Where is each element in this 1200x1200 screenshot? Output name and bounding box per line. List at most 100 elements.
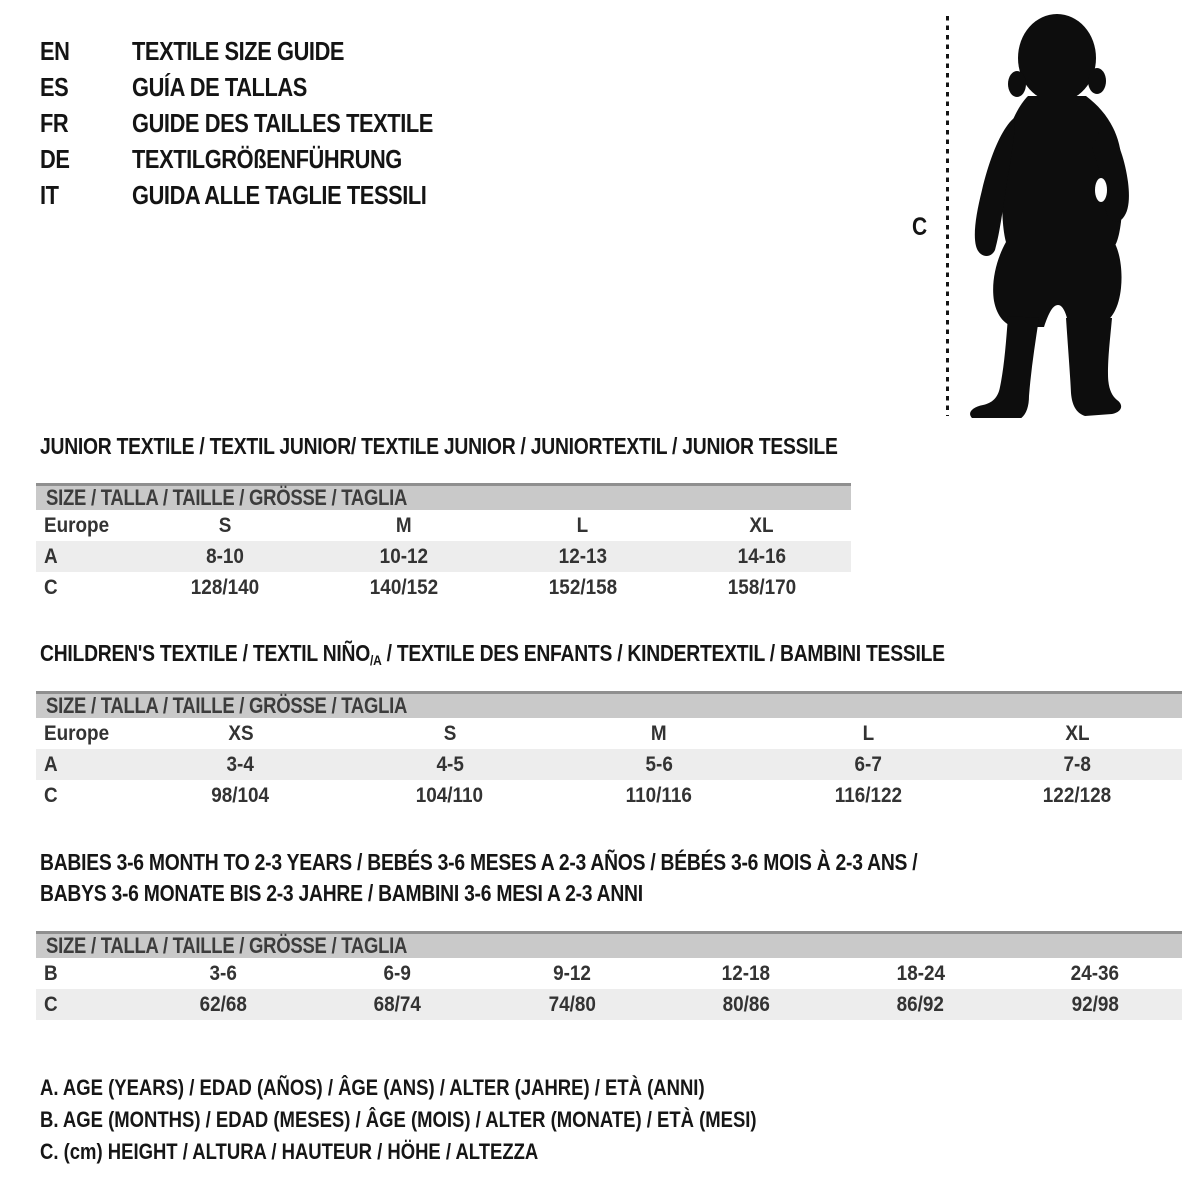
language-code: EN [40, 33, 132, 69]
height-cell: 74/80 [548, 992, 596, 1016]
row-label: Europe [44, 721, 110, 745]
language-row-en: EN TEXTILE SIZE GUIDE [40, 33, 490, 69]
junior-size-table: SIZE / TALLA / TAILLE / GRÖSSE / TAGLIA … [36, 483, 851, 603]
language-row-it: IT GUIDA ALLE TAGLIE TESSILI [40, 177, 490, 213]
legend-line-b: B. AGE (MONTHS) / EDAD (MESES) / ÂGE (MO… [40, 1107, 757, 1132]
size-cell: L [577, 513, 589, 537]
table-row-months: B 3-6 6-9 9-12 12-18 18-24 24-36 [36, 958, 1182, 989]
height-measure-label: C [912, 213, 930, 242]
row-label: Europe [44, 513, 110, 537]
language-code-text: FR [40, 108, 69, 138]
language-code: FR [40, 105, 132, 141]
height-cell: 158/170 [727, 575, 796, 599]
silhouette-hand-gap [1095, 178, 1107, 202]
size-cell: S [443, 721, 457, 745]
row-label: C [44, 992, 58, 1016]
babies-table-header: SIZE / TALLA / TAILLE / GRÖSSE / TAGLIA [36, 931, 1182, 958]
months-cell: 3-6 [209, 961, 237, 985]
height-cell: 116/122 [834, 783, 902, 807]
language-title-text: TEXTILE SIZE GUIDE [132, 36, 345, 66]
months-cell: 12-18 [721, 961, 771, 985]
language-code-text: EN [40, 36, 70, 66]
children-title-post: / TEXTILE DES ENFANTS / KINDERTEXTIL / B… [381, 640, 945, 666]
silhouette-left-arm [974, 118, 1015, 256]
table-row-age: A 8-10 10-12 12-13 14-16 [36, 541, 851, 572]
row-label: B [44, 961, 58, 985]
size-cell: S [219, 513, 232, 537]
height-cell: 122/128 [1043, 783, 1112, 807]
months-cell: 9-12 [552, 961, 591, 985]
row-label: C [44, 783, 58, 807]
language-code: IT [40, 177, 132, 213]
table-row-age: A 3-4 4-5 5-6 6-7 7-8 [36, 749, 1182, 780]
language-row-de: DE TEXTILGRÖßENFÜHRUNG [40, 141, 490, 177]
size-cell: XL [1065, 721, 1090, 745]
language-title: GUIDE DES TAILLES TEXTILE [132, 108, 490, 138]
children-section-title-text: CHILDREN'S TEXTILE / TEXTIL NIÑO/A / TEX… [40, 640, 945, 669]
height-cell: 92/98 [1071, 992, 1119, 1016]
babies-section-title: BABIES 3-6 MONTH TO 2-3 YEARS / BEBÉS 3-… [40, 847, 1085, 909]
age-cell: 4-5 [436, 752, 464, 776]
silhouette-right-leg [1066, 318, 1122, 416]
row-label: A [44, 544, 58, 568]
age-cell: 12-13 [558, 544, 608, 568]
language-row-es: ES GUÍA DE TALLAS [40, 69, 490, 105]
language-title: TEXTILE SIZE GUIDE [132, 36, 384, 66]
language-code-text: ES [40, 72, 69, 102]
silhouette-shapes [970, 14, 1129, 418]
silhouette-head [1018, 14, 1096, 102]
babies-title-line1: BABIES 3-6 MONTH TO 2-3 YEARS / BEBÉS 3-… [40, 849, 918, 875]
language-title: TEXTILGRÖßENFÜHRUNG [132, 144, 453, 174]
height-cell: 152/158 [548, 575, 618, 599]
junior-section-title-text: JUNIOR TEXTILE / TEXTIL JUNIOR/ TEXTILE … [40, 433, 838, 459]
language-title-list: EN TEXTILE SIZE GUIDE ES GUÍA DE TALLAS FR… [40, 33, 490, 213]
children-table-header: SIZE / TALLA / TAILLE / GRÖSSE / TAGLIA [36, 691, 1182, 718]
legend: A. AGE (YEARS) / EDAD (AÑOS) / ÂGE (ANS)… [40, 1072, 893, 1168]
legend-line-c: C. (cm) HEIGHT / ALTURA / HAUTEUR / HÖHE… [40, 1139, 539, 1164]
age-cell: 6-7 [854, 752, 882, 776]
table-row-europe: Europe XS S M L XL [36, 718, 1182, 749]
children-size-table: SIZE / TALLA / TAILLE / GRÖSSE / TAGLIA … [36, 691, 1182, 811]
height-cell: 80/86 [722, 992, 770, 1016]
size-header-text: SIZE / TALLA / TAILLE / GRÖSSE / TAGLIA [46, 485, 408, 510]
months-cell: 6-9 [383, 961, 412, 985]
size-header-text: SIZE / TALLA / TAILLE / GRÖSSE / TAGLIA [46, 693, 408, 718]
height-dashed-line [946, 16, 949, 416]
silhouette-torso [1002, 96, 1124, 249]
size-header-text: SIZE / TALLA / TAILLE / GRÖSSE / TAGLIA [46, 933, 408, 958]
children-title-pre: CHILDREN'S TEXTILE / TEXTIL NIÑO [40, 640, 371, 666]
silhouette-right-arm [1092, 120, 1129, 222]
height-cell: 104/110 [416, 783, 484, 807]
age-cell: 3-4 [226, 752, 255, 776]
size-cell: M [396, 513, 412, 537]
size-cell: M [651, 721, 667, 745]
language-title-text: GUIDE DES TAILLES TEXTILE [132, 108, 433, 138]
months-cell: 18-24 [896, 961, 945, 985]
height-cell: 98/104 [211, 783, 270, 807]
children-title-sub: /A [370, 652, 382, 669]
age-cell: 8-10 [206, 544, 245, 568]
height-cell: 128/140 [191, 575, 260, 599]
height-measure-label-text: C [912, 213, 928, 241]
junior-section-title: JUNIOR TEXTILE / TEXTIL JUNIOR/ TEXTILE … [40, 433, 990, 460]
size-cell: L [862, 721, 874, 745]
babies-title-line2: BABYS 3-6 MONATE BIS 2-3 JAHRE / BAMBINI… [40, 880, 643, 906]
language-title-text: GUÍA DE TALLAS [132, 72, 307, 102]
months-cell: 24-36 [1070, 961, 1119, 985]
language-title: GUÍA DE TALLAS [132, 72, 340, 102]
size-cell: XS [227, 721, 254, 745]
language-row-fr: FR GUIDE DES TAILLES TEXTILE [40, 105, 490, 141]
table-row-height: C 98/104 104/110 110/116 116/122 122/128 [36, 780, 1182, 811]
silhouette-left-ear [1008, 71, 1026, 97]
age-cell: 7-8 [1063, 752, 1092, 776]
table-row-height: C 128/140 140/152 152/158 158/170 [36, 572, 851, 603]
height-cell: 68/74 [373, 992, 422, 1016]
language-code: ES [40, 69, 132, 105]
language-code-text: IT [40, 180, 59, 210]
silhouette-shorts [993, 242, 1122, 328]
language-title-text: GUIDA ALLE TAGLIE TESSILI [132, 180, 427, 210]
junior-table-header: SIZE / TALLA / TAILLE / GRÖSSE / TAGLIA [36, 483, 851, 510]
language-code: DE [40, 141, 132, 177]
age-cell: 14-16 [737, 544, 786, 568]
